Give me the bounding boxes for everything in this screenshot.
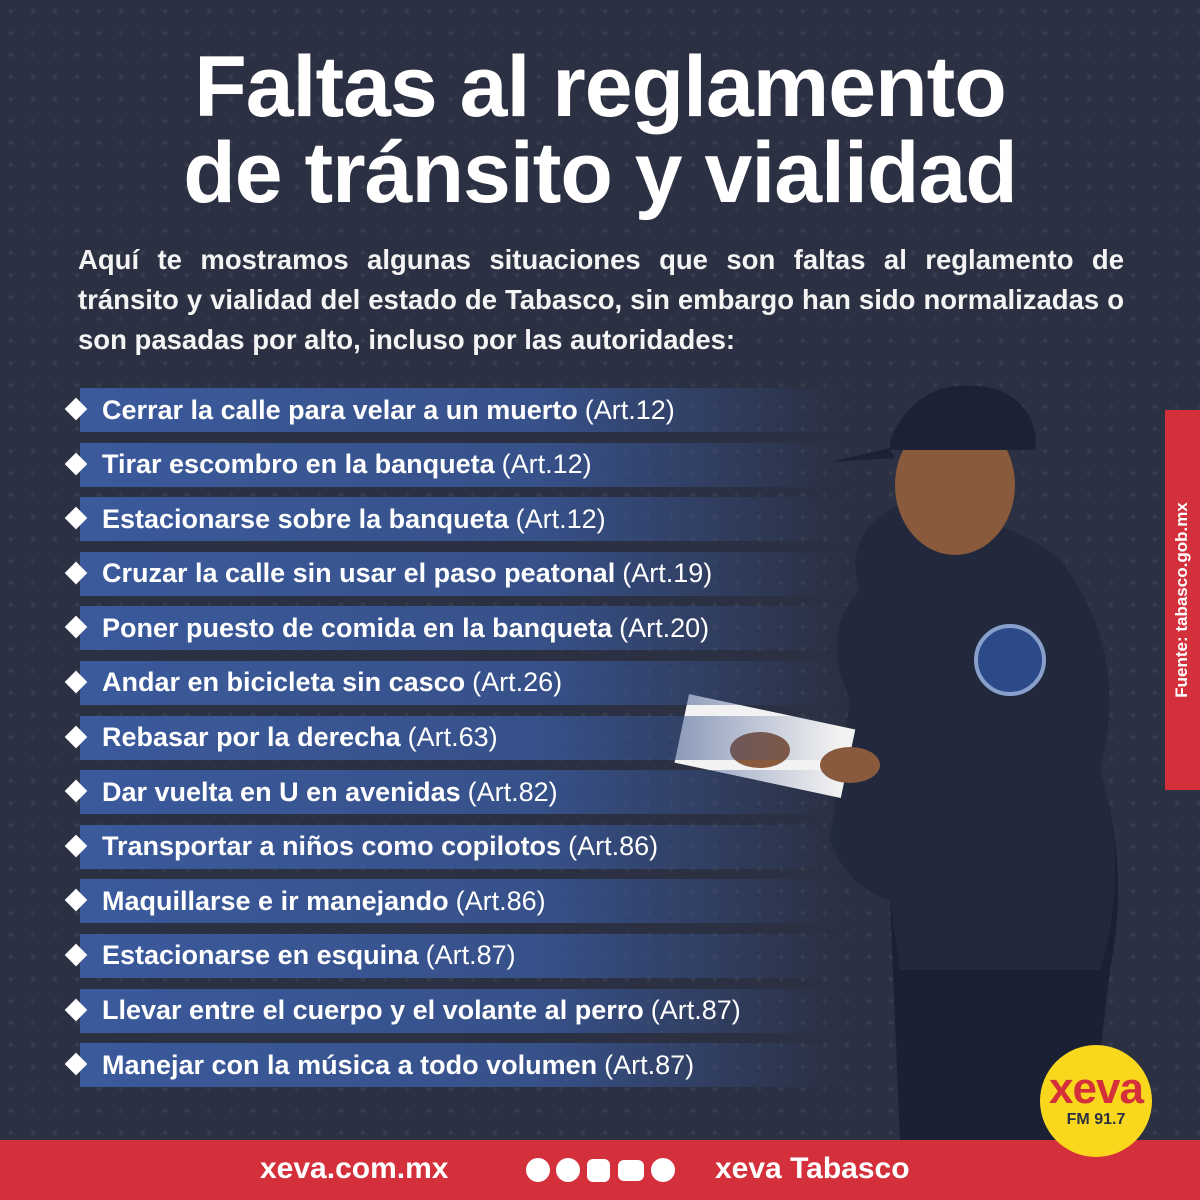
item-band (80, 715, 840, 760)
list-item: Cruzar la calle sin usar el paso peatona… (60, 551, 880, 596)
item-band (80, 442, 840, 487)
item-article: (Art.86) (455, 885, 546, 916)
list-item: Dar vuelta en U en avenidas (Art.82) (60, 770, 880, 815)
item-text: Transportar a niños como copilotos (Art.8… (102, 831, 658, 862)
item-label: Estacionarse sobre la banqueta (102, 503, 509, 534)
item-article: (Art.20) (619, 612, 710, 643)
item-label: Manejar con la música a todo volumen (102, 1049, 598, 1080)
item-text: Llevar entre el cuerpo y el volante al p… (102, 995, 741, 1026)
item-article: (Art.87) (425, 940, 516, 971)
website: xeva.com.mx (260, 1152, 449, 1185)
source-tab: Fuente: tabasco.gob.mx (1165, 410, 1200, 790)
list-item: Estacionarse sobre la banqueta (Art.12) (60, 497, 880, 542)
item-label: Cerrar la calle para velar a un muerto (102, 394, 578, 425)
item-band (80, 988, 840, 1033)
item-label: Tirar escombro en la banqueta (102, 449, 495, 480)
item-band (80, 660, 840, 705)
logo: xeva FM 91.7 (1040, 1045, 1152, 1157)
item-label: Dar vuelta en U en avenidas (102, 776, 461, 807)
handle: xeva Tabasco (715, 1152, 910, 1185)
list-item: Llevar entre el cuerpo y el volante al p… (60, 988, 880, 1033)
list-item: Manejar con la música a todo volumen (Art… (60, 1043, 880, 1088)
footer: xeva.com.mx xeva Tabasco (0, 1140, 1200, 1200)
item-article: (Art.26) (472, 667, 563, 698)
title: Faltas al reglamento (194, 39, 1007, 135)
item-article: (Art.12) (584, 394, 675, 425)
item-text: Maquillarse e ir manejando (Art.86) (102, 886, 546, 917)
item-label: Maquillarse e ir manejando (102, 885, 449, 916)
list-item: Andar en bicicleta sin casco (Art.26) (60, 660, 880, 705)
item-label: Transportar a niños como copilotos (102, 831, 562, 862)
item-label: Llevar entre el cuerpo y el volante al p… (102, 995, 644, 1026)
item-band (80, 606, 840, 651)
logo-name: xeva (1049, 1064, 1144, 1113)
item-label: Estacionarse en esquina (102, 940, 419, 971)
item-text: Estacionarse en esquina (Art.87) (102, 940, 516, 971)
item-text: Manejar con la música a todo volumen (Art… (102, 1050, 694, 1081)
item-article: (Art.87) (604, 1049, 695, 1080)
item-band (80, 388, 840, 432)
item-text: Dar vuelta en U en avenidas (Art.82) (102, 777, 558, 808)
title: de tránsito y vialidad (183, 125, 1017, 221)
item-label: Rebasar por la derecha (102, 722, 401, 753)
logo-station: FM 91.7 (1066, 1111, 1126, 1128)
item-band (80, 824, 840, 869)
item-label: Andar en bicicleta sin casco (102, 667, 466, 698)
list-item: Transportar a niños como copilotos (Art.8… (60, 824, 880, 869)
item-text: Tirar escombro en la banqueta (Art.12) (102, 449, 592, 480)
item-band (80, 770, 840, 815)
item-label: Poner puesto de comida en la banqueta (102, 612, 613, 643)
item-text: Poner puesto de comida en la banqueta (Ar… (102, 613, 709, 644)
list-item: Tirar escombro en la banqueta (Art.12) (60, 442, 880, 487)
item-band (80, 1043, 840, 1088)
social-icons (526, 1158, 675, 1182)
item-band (80, 879, 840, 924)
list-item: Maquillarse e ir manejando (Art.86) (60, 879, 880, 924)
list-item: Cerrar la calle para velar a un muerto (A… (60, 388, 880, 432)
item-band (80, 497, 840, 542)
intro: Aquí te mostramos algunas situaciones qu… (78, 244, 1124, 355)
item-article: (Art.86) (568, 831, 659, 862)
item-text: Estacionarse sobre la banqueta (Art.12) (102, 504, 606, 535)
item-text: Cerrar la calle para velar a un muerto (A… (102, 395, 675, 426)
item-article: (Art.87) (650, 995, 741, 1026)
item-text: Rebasar por la derecha (Art.63) (102, 722, 498, 753)
item-article: (Art.12) (501, 449, 592, 480)
source: Fuente: tabasco.gob.mx (1172, 502, 1191, 698)
item-band (80, 933, 840, 978)
item-text: Cruzar la calle sin usar el paso peatona… (102, 558, 712, 589)
item-article: (Art.19) (622, 558, 713, 589)
item-label: Cruzar la calle sin usar el paso peatona… (102, 558, 616, 589)
list-item: Poner puesto de comida en la banqueta (Ar… (60, 606, 880, 651)
item-article: (Art.63) (407, 722, 498, 753)
item-text: Andar en bicicleta sin casco (Art.26) (102, 667, 562, 698)
list: Cerrar la calle para velar a un muerto (A… (60, 388, 880, 1098)
list-item: Rebasar por la derecha (Art.63) (60, 715, 880, 760)
item-band (80, 551, 840, 596)
item-article: (Art.12) (515, 503, 606, 534)
list-item: Estacionarse en esquina (Art.87) (60, 933, 880, 978)
item-article: (Art.82) (467, 776, 558, 807)
